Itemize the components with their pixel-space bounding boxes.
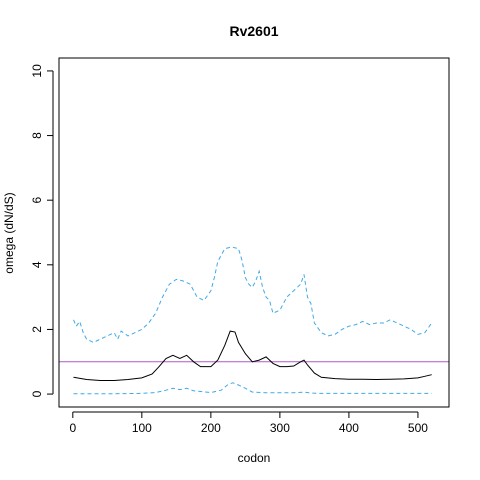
x-tick-label: 200 bbox=[201, 421, 221, 435]
y-axis-label: omega (dN/dS) bbox=[2, 192, 16, 273]
y-tick-label: 2 bbox=[30, 326, 44, 333]
y-tick-label: 4 bbox=[30, 261, 44, 268]
y-tick-label: 10 bbox=[30, 64, 44, 78]
series-line-2 bbox=[73, 246, 433, 343]
y-tick-label: 6 bbox=[30, 197, 44, 204]
plot-area bbox=[59, 246, 449, 395]
x-axis-label: codon bbox=[238, 451, 271, 465]
plot-frame bbox=[58, 57, 450, 408]
series-line-1 bbox=[73, 330, 432, 381]
chart-title: Rv2601 bbox=[229, 23, 278, 39]
x-tick-label: 400 bbox=[339, 421, 359, 435]
x-tick-label: 500 bbox=[408, 421, 428, 435]
x-tick-label: 100 bbox=[132, 421, 152, 435]
x-tick-label: 0 bbox=[69, 421, 76, 435]
y-tick-label: 0 bbox=[30, 390, 44, 397]
y-tick-label: 8 bbox=[30, 132, 44, 139]
series-line-3 bbox=[73, 382, 432, 395]
x-tick-label: 300 bbox=[270, 421, 290, 435]
